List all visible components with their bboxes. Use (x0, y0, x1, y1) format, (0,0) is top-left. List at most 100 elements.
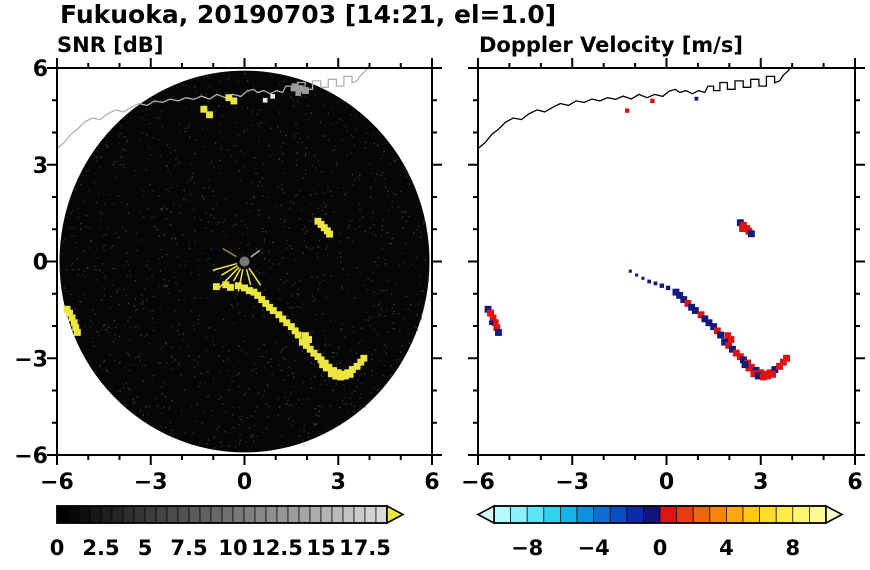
echo-cell (227, 283, 234, 291)
colorbar-cell (287, 505, 300, 524)
colorbar-cell (676, 505, 694, 524)
colorbar-cell (122, 505, 135, 524)
colorbar-cell (593, 505, 611, 524)
echo-cell (750, 370, 758, 378)
echo-cell (241, 284, 248, 292)
echo-cell (302, 341, 310, 349)
doppler-panel: −6 −3 0 3 6 (461, 58, 865, 495)
echo-cell (647, 279, 652, 284)
colorbar-cell (643, 505, 661, 524)
colorbar-cell (111, 505, 124, 524)
echo-cell (327, 370, 335, 378)
echo-cell (206, 111, 213, 119)
echo-cell (741, 361, 749, 369)
echo-cell (740, 356, 747, 364)
radar-spoke (222, 247, 237, 258)
echo-cell (653, 281, 658, 286)
colorbar-cell (626, 505, 644, 524)
colorbar-cell (67, 505, 80, 524)
dop-cbar-group: −8 −4 0 4 8 (476, 504, 844, 560)
echo-cell (650, 98, 655, 104)
colorbar-under-arrow (476, 504, 495, 525)
echo-cell (222, 281, 230, 289)
echo-cell (291, 327, 299, 335)
x-tick-label: 3 (753, 470, 768, 495)
echo-cell (495, 329, 502, 336)
x-tick-label: −3 (134, 470, 168, 495)
echo-cell (635, 273, 639, 277)
snr-plot: −6 −3 0 3 6 −6 −3 0 3 6 (14, 58, 442, 495)
figure-title: Fukuoka, 20190703 [14:21, el=1.0] (60, 0, 557, 29)
echo-cell (291, 83, 299, 91)
echo-cell (691, 307, 699, 314)
echo-cell (245, 287, 253, 294)
colorbar-cell (254, 505, 267, 524)
echo-cell (305, 336, 312, 343)
colorbar-cell (775, 505, 794, 524)
echo-cell (353, 362, 361, 370)
colorbar-tick-label: −4 (577, 536, 609, 560)
coastline (478, 68, 792, 150)
echo-cell (306, 345, 314, 353)
doppler-colorbar: −8 −4 0 4 8 (476, 504, 844, 560)
radar-spoke (232, 268, 242, 282)
colorbar-cell (133, 505, 146, 524)
echo-cell (493, 324, 501, 332)
echo-cell (200, 105, 208, 113)
colorbar-cell (265, 505, 278, 524)
echo-cell (298, 338, 306, 346)
colorbar-cell (144, 505, 157, 524)
x-tick-label: −3 (555, 470, 589, 495)
echo-cell (346, 370, 354, 378)
colorbar-tick-label: 15 (306, 536, 335, 560)
echo-cell (317, 356, 325, 364)
echo-cell (697, 311, 705, 319)
radar-spoke (248, 267, 262, 286)
echo-cell (357, 358, 365, 366)
echo-cell (337, 373, 345, 381)
colorbar-cell (210, 505, 223, 524)
colorbar-tick-label: 2.5 (82, 536, 119, 560)
radar-spoke (245, 269, 252, 286)
colorbar-cell (342, 505, 355, 524)
echo-cell (275, 311, 283, 319)
echo-cell (727, 336, 735, 343)
colorbar-over-arrow (386, 504, 405, 525)
colorbar-cell (809, 505, 827, 524)
echo-cell (641, 276, 645, 280)
colorbar-cell (166, 505, 179, 524)
colorbar-tick-label: 5 (138, 536, 153, 560)
echo-cell (310, 349, 318, 357)
colorbar-cell (526, 505, 545, 524)
colorbar-cell (331, 505, 344, 524)
echo-cell (694, 96, 699, 101)
echo-cell (724, 332, 732, 340)
echo-cell (70, 319, 78, 327)
colorbar-cell (232, 505, 245, 524)
colorbar-cell (364, 505, 377, 524)
colorbar-cell (56, 505, 69, 524)
y-tick-label: 3 (33, 154, 48, 179)
echo-cell (783, 354, 790, 362)
colorbar-cell (692, 505, 711, 524)
colorbar-cell (309, 505, 322, 524)
echo-cell (279, 315, 287, 323)
colorbar-cell (576, 505, 594, 524)
colorbar-over-arrow (825, 504, 844, 525)
echo-cell (754, 372, 762, 380)
colorbar-cell (659, 505, 677, 524)
echo-cell (66, 309, 73, 317)
colorbar-tick-label: 8 (785, 536, 800, 560)
echo-cell (732, 349, 740, 357)
radar-center (239, 256, 250, 267)
echo-cell (701, 315, 709, 323)
colorbar-cell (510, 505, 528, 524)
colorbar-cell (100, 505, 113, 524)
colorbar-tick-label: 0 (653, 536, 668, 560)
echo-cell (262, 300, 270, 307)
echo-cell (688, 303, 696, 311)
y-tick-label: −6 (14, 444, 48, 469)
echo-cell (487, 309, 494, 317)
echo-cell (779, 358, 787, 366)
